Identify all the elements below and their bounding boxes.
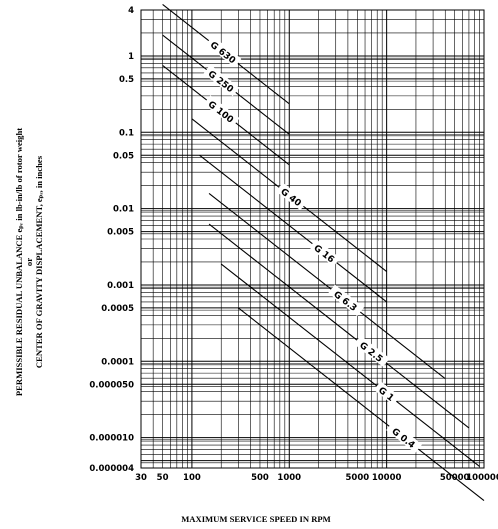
series-label-bg <box>203 95 240 127</box>
x-tick-label: 10000 <box>372 473 402 483</box>
x-tick-label: 50 <box>157 473 169 483</box>
y-tick-label: 0.01 <box>113 205 134 215</box>
y-tick-label: 1 <box>128 52 134 62</box>
y-axis-title-line3: CENTER OF GRAVITY DISPLACEMENT, eₚᵣ, in … <box>34 155 44 368</box>
y-tick-label: 0.05 <box>113 151 134 161</box>
y-tick-label: 0.000010 <box>89 434 134 444</box>
x-tick-label: 30 <box>135 473 147 483</box>
y-tick-label: 4 <box>128 6 134 16</box>
series-label-bg <box>205 35 242 68</box>
series-line <box>238 307 485 501</box>
series-label-bg <box>353 335 390 367</box>
series-line <box>199 154 387 303</box>
x-tick-label: 500 <box>251 473 269 483</box>
series-label-bg <box>328 284 364 316</box>
y-tick-label: 0.001 <box>107 281 134 291</box>
y-tick-label: 0.1 <box>119 128 134 138</box>
series-label-bg <box>386 421 423 453</box>
series-label-bg <box>203 64 240 97</box>
x-tick-label: 1000 <box>277 473 301 483</box>
series-line <box>208 193 446 380</box>
y-axis-title-line2: or <box>24 258 34 266</box>
x-tick-label: 5000 <box>345 473 369 483</box>
y-tick-label: 0.000050 <box>89 380 134 390</box>
y-tick-label: 0.0005 <box>101 304 134 314</box>
y-tick-label: 0.0001 <box>101 357 134 367</box>
x-axis-title: MAXIMUM SERVICE SPEED IN RPM <box>181 514 331 524</box>
x-tick-labels: 3050100500100050001000050000100000 <box>135 473 498 483</box>
y-tick-label: 0.5 <box>119 75 134 85</box>
y-tick-label: 0.000004 <box>89 464 134 474</box>
series-label-group: G 6.3 <box>328 284 364 316</box>
series-label-bg <box>309 238 341 267</box>
series-line <box>220 263 480 467</box>
series-label-bg <box>276 182 308 211</box>
y-axis-title: PERMISSIBLE RESIDUAL UNBALANCE eₚᵣ in lb… <box>14 128 44 396</box>
y-tick-label: 0.005 <box>107 228 134 238</box>
series-label-bg <box>373 381 401 406</box>
x-tick-label: 100000 <box>466 473 498 483</box>
series-label-group: G 630 <box>205 35 242 68</box>
plot-frame <box>140 9 485 469</box>
x-tick-label: 100 <box>183 473 201 483</box>
series-line <box>208 223 470 429</box>
y-axis-title-line1: PERMISSIBLE RESIDUAL UNBALANCE eₚᵣ in lb… <box>14 128 24 396</box>
y-tick-labels: 4 1 0.5 0.1 0.05 0.01 0.005 0.001 0.0005 0.0001 0.… <box>89 6 134 474</box>
